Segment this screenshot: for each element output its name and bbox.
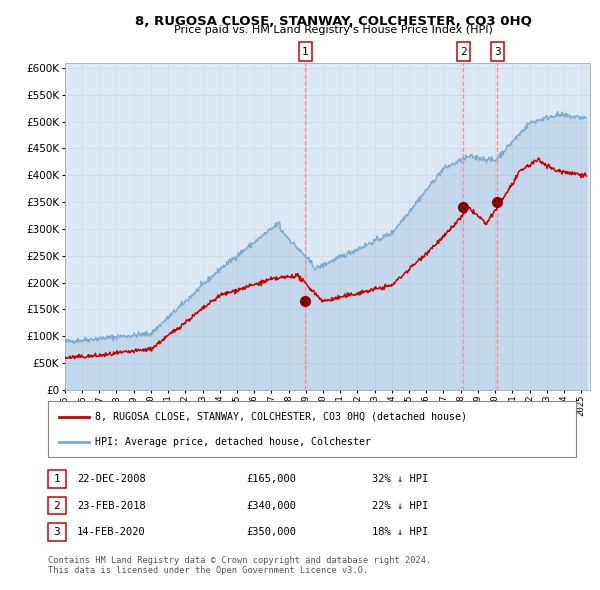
Text: 8, RUGOSA CLOSE, STANWAY, COLCHESTER, CO3 0HQ: 8, RUGOSA CLOSE, STANWAY, COLCHESTER, CO… xyxy=(134,15,532,28)
Text: 8, RUGOSA CLOSE, STANWAY, COLCHESTER, CO3 0HQ (detached house): 8, RUGOSA CLOSE, STANWAY, COLCHESTER, CO… xyxy=(95,412,467,422)
Text: 18% ↓ HPI: 18% ↓ HPI xyxy=(372,527,428,537)
Text: £165,000: £165,000 xyxy=(246,474,296,484)
Text: 32% ↓ HPI: 32% ↓ HPI xyxy=(372,474,428,484)
Text: 14-FEB-2020: 14-FEB-2020 xyxy=(77,527,146,537)
Text: 22-DEC-2008: 22-DEC-2008 xyxy=(77,474,146,484)
Text: 2: 2 xyxy=(53,501,61,510)
Text: 23-FEB-2018: 23-FEB-2018 xyxy=(77,501,146,510)
Text: 1: 1 xyxy=(53,474,61,484)
Text: HPI: Average price, detached house, Colchester: HPI: Average price, detached house, Colc… xyxy=(95,437,371,447)
Text: £350,000: £350,000 xyxy=(246,527,296,537)
Text: £340,000: £340,000 xyxy=(246,501,296,510)
Text: 3: 3 xyxy=(53,527,61,537)
Text: Contains HM Land Registry data © Crown copyright and database right 2024.
This d: Contains HM Land Registry data © Crown c… xyxy=(48,556,431,575)
Text: 3: 3 xyxy=(494,47,500,57)
Text: 22% ↓ HPI: 22% ↓ HPI xyxy=(372,501,428,510)
Text: 1: 1 xyxy=(302,47,308,57)
Text: Price paid vs. HM Land Registry's House Price Index (HPI): Price paid vs. HM Land Registry's House … xyxy=(173,25,493,35)
Text: 2: 2 xyxy=(460,47,466,57)
